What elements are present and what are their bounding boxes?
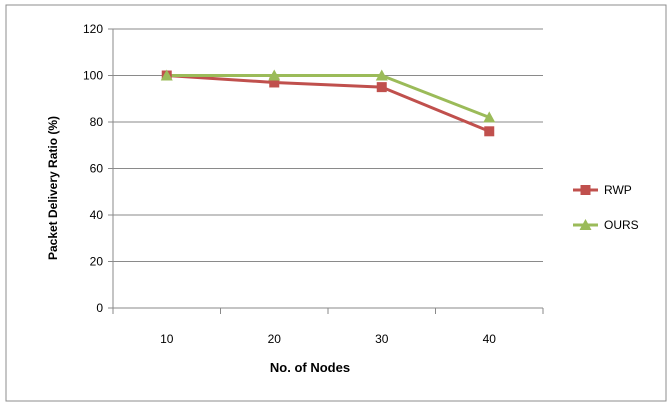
x-tick-label: 30 [375, 332, 389, 346]
legend: RWP OURS [573, 183, 639, 232]
y-tick-label: 40 [90, 208, 104, 222]
series [160, 69, 496, 137]
x-tick-label: 20 [268, 332, 282, 346]
data-point-ours [483, 111, 496, 123]
data-point-rwp [484, 126, 495, 137]
data-point-rwp [269, 77, 280, 88]
y-tick-labels: 0 20 40 60 80 100 120 [83, 22, 103, 315]
chart-border [5, 4, 667, 402]
legend-label: RWP [604, 183, 632, 197]
y-axis-label: Packet Delivery Ratio (%) [46, 116, 60, 260]
y-tick-label: 0 [96, 301, 103, 315]
series-line-rwp [166, 74, 490, 133]
x-axis-label: No. of Nodes [270, 360, 350, 375]
axes [108, 28, 544, 314]
legend-label: OURS [604, 218, 639, 232]
x-tick-label: 10 [160, 332, 174, 346]
legend-marker [580, 185, 591, 195]
y-tick-label: 20 [90, 255, 104, 269]
y-tick-label: 120 [83, 22, 103, 36]
data-point-ours [160, 69, 173, 81]
y-tick-label: 100 [83, 69, 103, 83]
data-point-rwp [376, 82, 387, 93]
y-tick-label: 60 [90, 162, 104, 176]
x-tick-labels: 10 20 30 40 [160, 332, 496, 346]
series-line-ours [166, 74, 490, 119]
data-point-ours [268, 69, 281, 81]
data-point-ours [375, 69, 388, 81]
legend-marker [579, 219, 592, 230]
x-tick-label: 40 [483, 332, 497, 346]
y-tick-label: 80 [90, 115, 104, 129]
